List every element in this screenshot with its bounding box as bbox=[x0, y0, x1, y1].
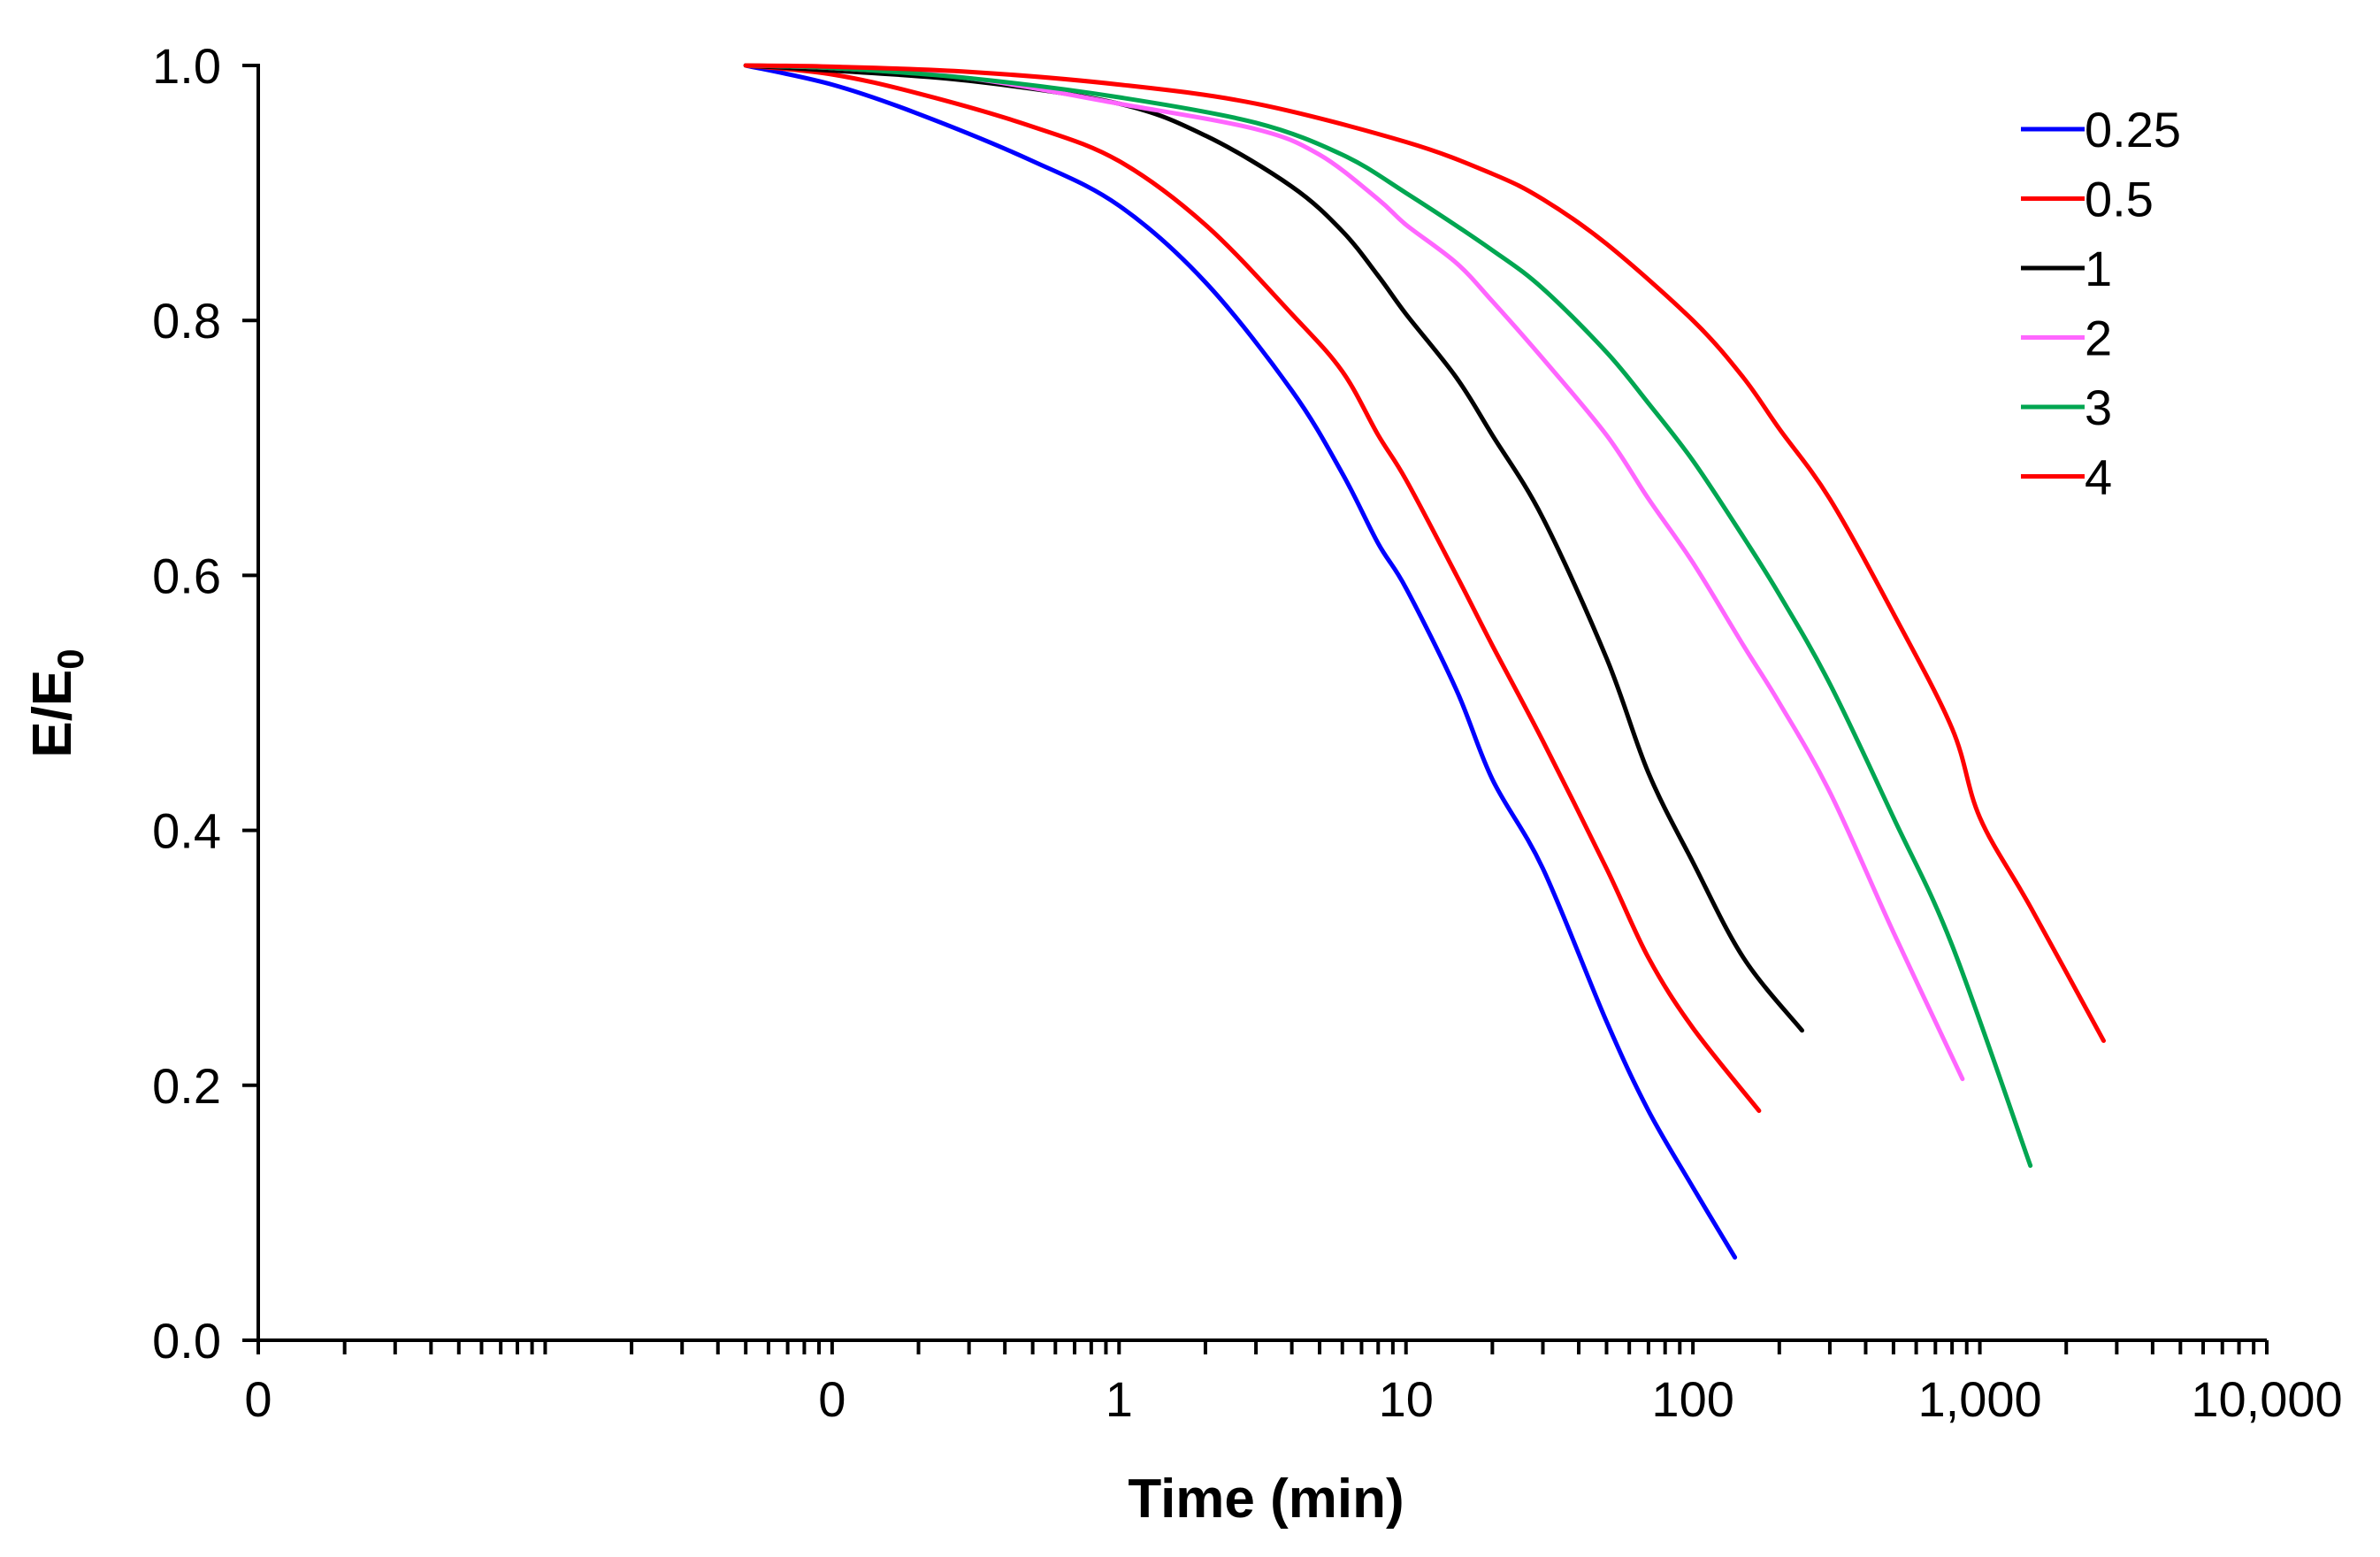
y-tick-label: 0.4 bbox=[152, 803, 221, 859]
ticks-group bbox=[242, 64, 2269, 1354]
x-tick-label: 100 bbox=[1651, 1371, 1733, 1427]
legend: 0.25 0.5 1 2 3 4 bbox=[2021, 102, 2181, 505]
y-tick-label: 1.0 bbox=[152, 38, 221, 94]
y-tick-label: 0.2 bbox=[152, 1058, 221, 1114]
y-axis-title: E/E0 bbox=[22, 648, 91, 757]
legend-label: 3 bbox=[2085, 380, 2112, 435]
legend-label: 0.25 bbox=[2085, 102, 2181, 157]
x-tick-label: 0 bbox=[818, 1371, 846, 1427]
series-line-0-5 bbox=[743, 63, 1762, 1114]
legend-label: 1 bbox=[2085, 241, 2112, 296]
legend-label: 2 bbox=[2085, 311, 2112, 366]
x-tick-label: 10,000 bbox=[2191, 1371, 2342, 1427]
series-group bbox=[743, 63, 2106, 1260]
series-line-1 bbox=[743, 63, 1804, 1033]
series-line-3 bbox=[743, 63, 2033, 1169]
y-axis-title-subscript: 0 bbox=[50, 648, 91, 669]
series-line-0-25 bbox=[743, 63, 1738, 1260]
x-tick-label: 0 bbox=[244, 1371, 272, 1427]
x-tick-label: 1 bbox=[1106, 1371, 1133, 1427]
x-tick-label: 1,000 bbox=[1918, 1371, 2042, 1427]
x-tick-label: 10 bbox=[1379, 1371, 1434, 1427]
legend-label: 0.5 bbox=[2085, 172, 2154, 227]
x-axis-title: Time (min) bbox=[1128, 1469, 1404, 1530]
axes-group bbox=[256, 64, 2267, 1342]
y-tick-label: 0.8 bbox=[152, 293, 221, 349]
y-tick-label: 0.6 bbox=[152, 548, 221, 603]
series-line-4 bbox=[743, 63, 2106, 1043]
y-tick-label: 0.0 bbox=[152, 1313, 221, 1369]
y-axis-title-main: E/E bbox=[22, 670, 83, 758]
legend-label: 4 bbox=[2085, 449, 2112, 505]
labels-group: Time (min) E/E0 0.00.20.40.60.81.00 0 1 10 1… bbox=[22, 38, 2343, 1530]
series-line-2 bbox=[743, 63, 1965, 1082]
